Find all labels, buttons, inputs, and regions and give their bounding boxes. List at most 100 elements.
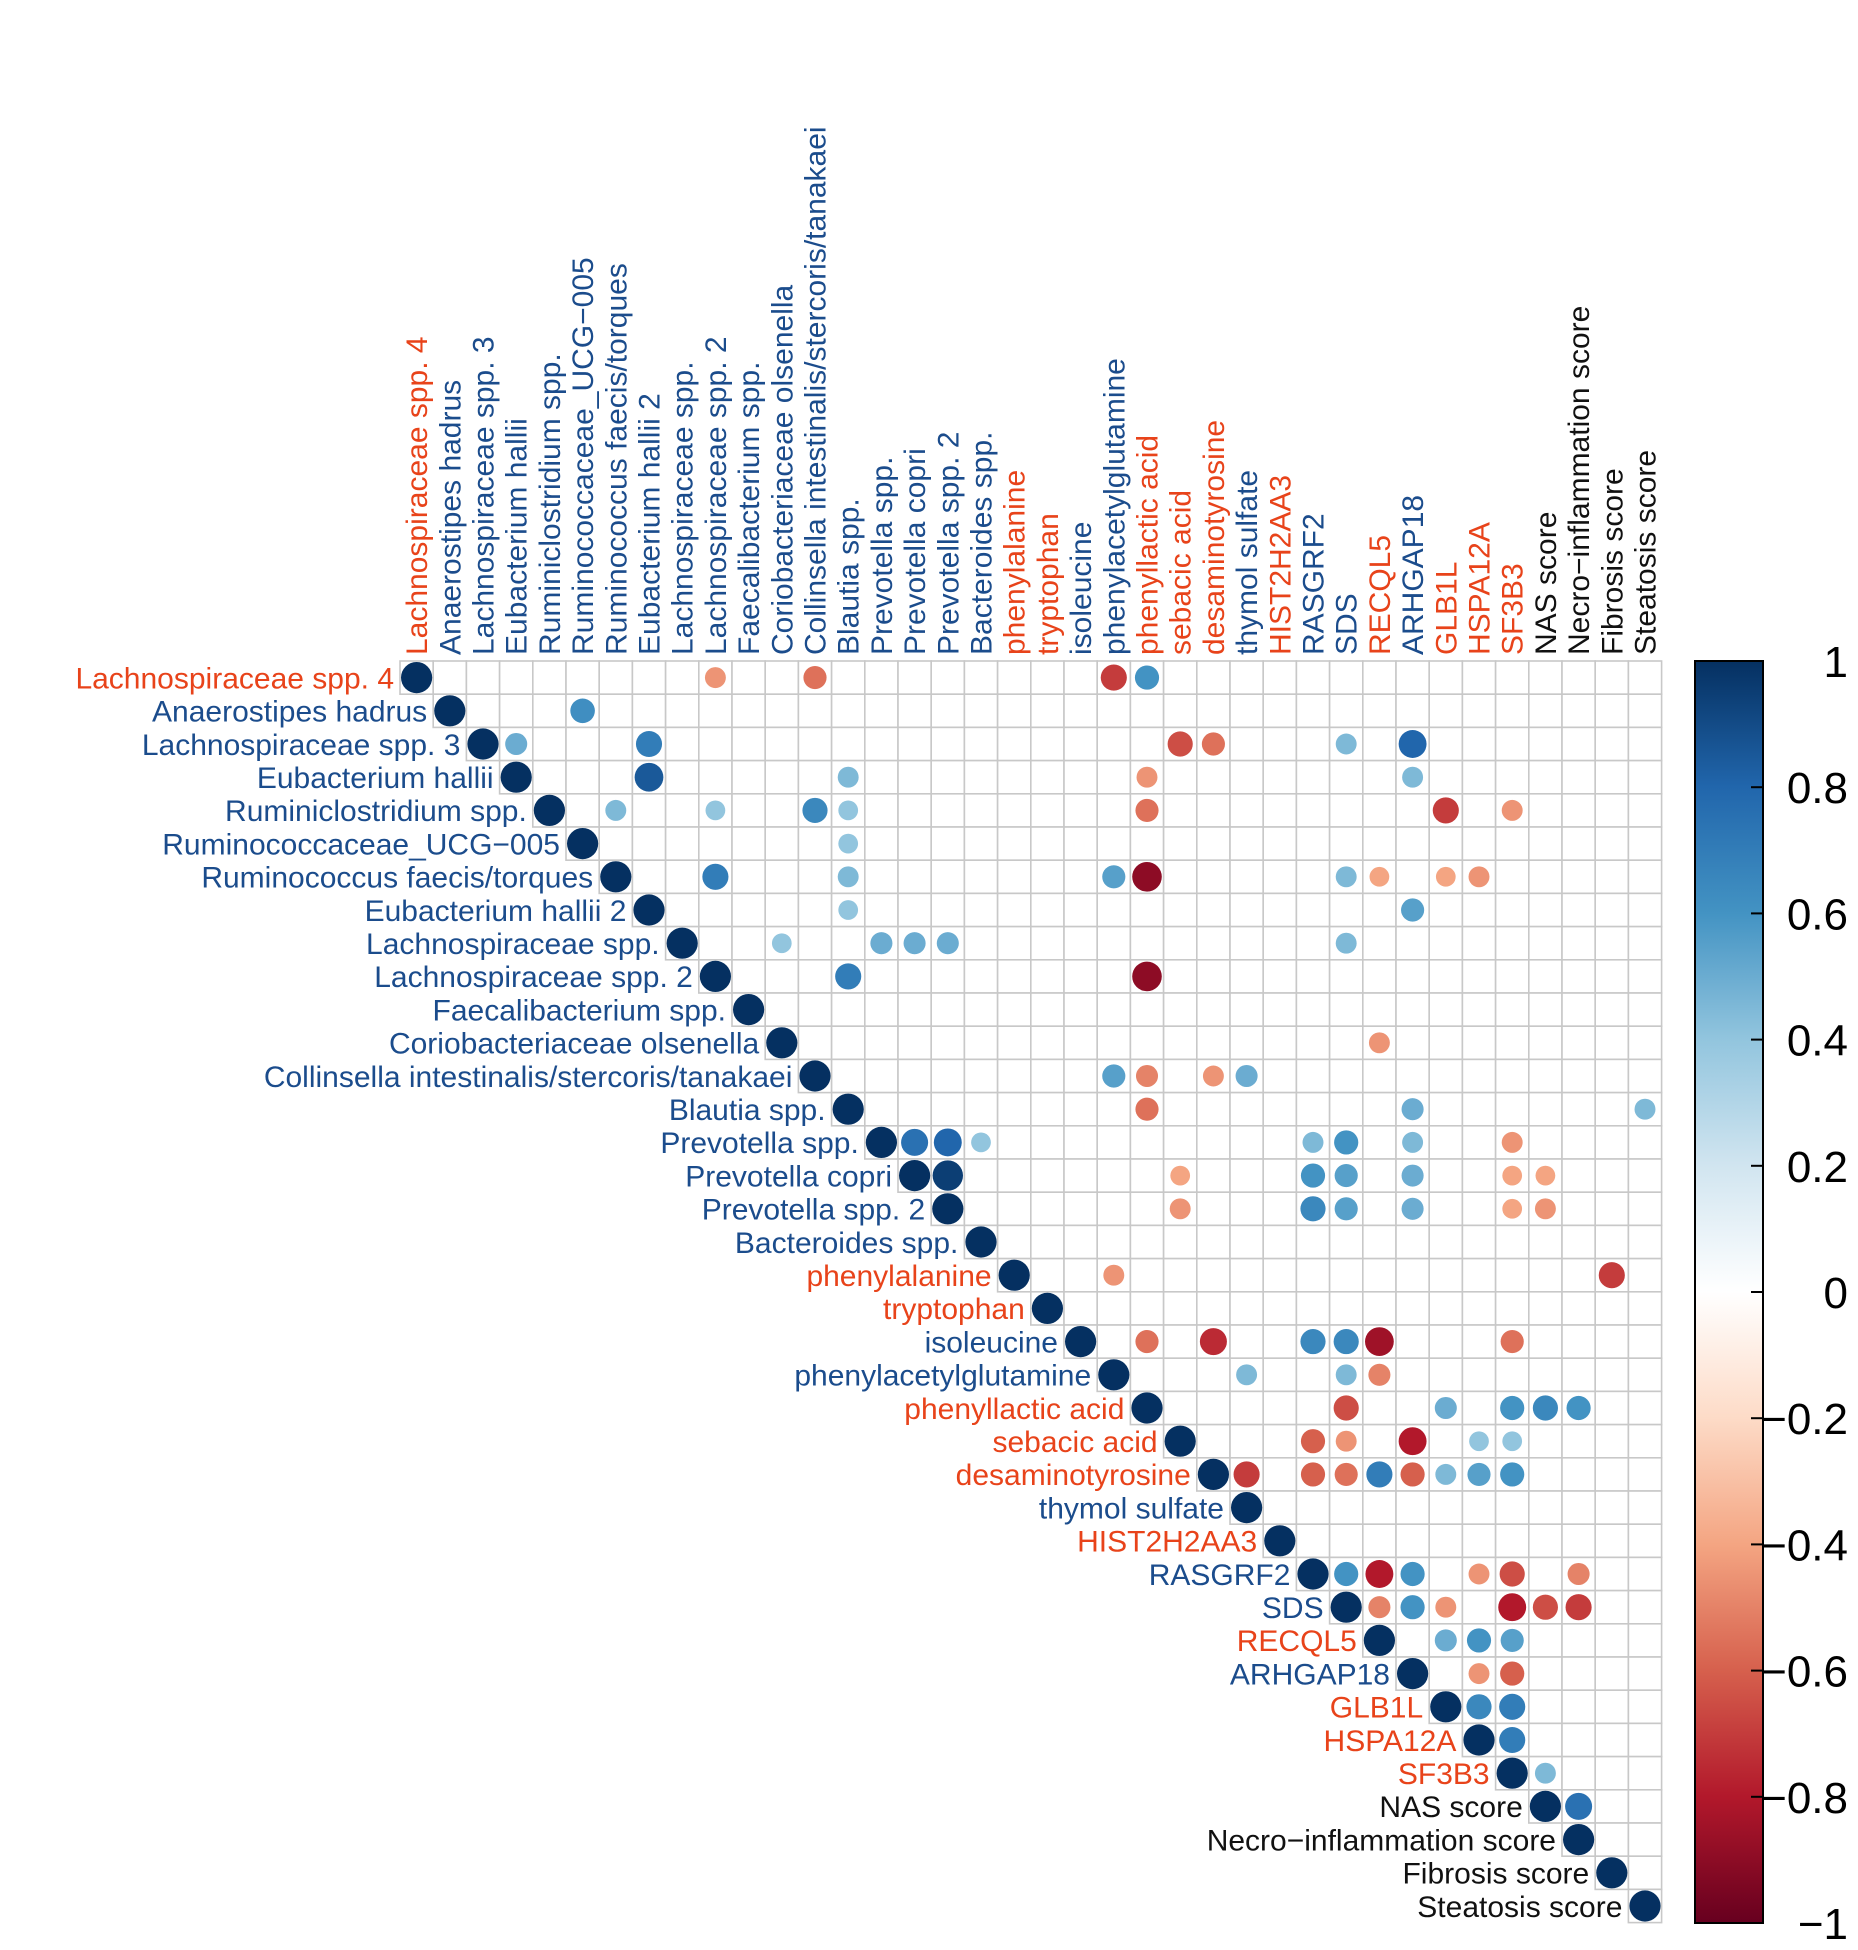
diagonal-circle [932,1193,964,1225]
column-label: Lachnospiraceae spp. 2 [700,336,733,655]
grid-cell [1096,892,1132,928]
grid-cell [1030,1058,1065,1094]
column-label: GLB1L [1430,562,1463,655]
row-label: Prevotella spp. [660,1127,858,1160]
grid-cell [565,726,601,762]
grid-cell [1627,826,1663,862]
grid-cell [996,1125,1032,1160]
column-labels: Lachnospiraceae spp. 4 Anaerostipes hadru… [401,126,1662,655]
grid-cell [1362,925,1397,961]
grid-cell [1063,826,1099,862]
diagonal-circle [965,1226,997,1258]
grid-cell [1196,693,1231,729]
grid-cell [1528,859,1563,895]
column-label: Fibrosis score [1596,468,1629,655]
grid-cell [1494,1291,1530,1326]
grid-cell [1494,1058,1530,1094]
grid-cell [1395,826,1431,862]
correlation-circle [1136,766,1158,788]
diagonal-circle [1164,1425,1196,1457]
row-label: Coriobacteriaceae olsenella [389,1028,760,1061]
correlation-circle [1535,1165,1556,1186]
grid-cell [764,759,800,795]
correlation-circle [1565,1594,1592,1621]
grid-cell [1561,1125,1597,1160]
grid-cell [1063,859,1099,895]
grid-cell [863,826,899,862]
grid-cell [963,1091,999,1127]
grid-cell [1362,1523,1397,1559]
grid-cell [963,693,999,729]
correlation-circle [1469,1431,1489,1452]
grid-cell [1461,1224,1497,1260]
grid-cell [1461,992,1497,1028]
correlation-circle [1300,1329,1326,1355]
correlation-circle [1169,1198,1191,1220]
grid-cell [863,1091,899,1127]
grid-cell [1594,660,1630,696]
correlation-circle [1468,1663,1490,1685]
grid-cell [897,958,933,994]
diagonal-circle [1496,1757,1528,1789]
row-label: RECQL5 [1237,1625,1357,1658]
grid-cell [1295,1357,1331,1393]
grid-cell [1627,1324,1663,1360]
grid-cell [1428,1257,1464,1293]
grid-cell [1594,1523,1630,1559]
grid-cell [897,660,933,696]
grid-cell [1262,1324,1298,1360]
grid-cell [1129,992,1165,1028]
column-label: Ruminiclostridium spp. [534,353,567,655]
grid-cell [797,992,833,1028]
correlation-circle [1365,1560,1394,1588]
grid-cell [830,1025,866,1061]
grid-cell [1627,1457,1663,1492]
correlation-circle [1302,1131,1324,1153]
colorbar-tick-label: 0.6 [1787,890,1848,939]
grid-cell [1196,1125,1231,1160]
grid-cell [1096,726,1132,762]
grid-cell [1428,1191,1464,1227]
grid-cell [963,1158,999,1194]
correlation-circle [1369,866,1390,887]
row-label: HIST2H2AA3 [1077,1526,1257,1559]
grid-cell [1461,726,1497,762]
grid-cell [631,826,667,862]
grid-cell [863,792,899,828]
correlation-circle [1500,1462,1525,1487]
grid-cell [1594,1589,1630,1625]
grid-cell [930,826,966,862]
grid-cell [1627,1257,1663,1293]
grid-cell [1461,1091,1497,1127]
grid-cell [1395,1357,1431,1393]
grid-cell [996,660,1032,696]
grid-cell [1262,892,1298,928]
diagonal-circle [832,1093,864,1125]
grid-cell [1561,660,1597,696]
colorbar-tick-label: 0.4 [1787,1017,1848,1066]
grid-cell [1594,726,1630,762]
grid-cell [797,759,833,795]
diagonal-circle [600,861,632,893]
grid-cell [1627,859,1663,895]
grid-cell [1561,1224,1597,1260]
grid-cell [830,693,866,729]
correlation-circle [1102,865,1126,889]
correlation-circle [1467,1462,1491,1486]
grid-cell [764,992,800,1028]
grid-cell [731,759,767,795]
grid-cell [1561,1423,1597,1459]
grid-cell [465,660,501,696]
grid-cell [764,792,800,828]
grid-cell [1063,1224,1099,1260]
grid-cell [1428,1423,1464,1459]
grid-cell [1295,925,1331,961]
diagonal-circle [1264,1525,1296,1557]
grid-cell [1362,1224,1397,1260]
column-label: RASGRF2 [1298,513,1331,655]
grid-cell [1295,759,1331,795]
grid-cell [1063,1125,1099,1160]
grid-cell [1096,693,1132,729]
grid-cell [631,859,667,895]
grid-cell [1262,1158,1298,1194]
